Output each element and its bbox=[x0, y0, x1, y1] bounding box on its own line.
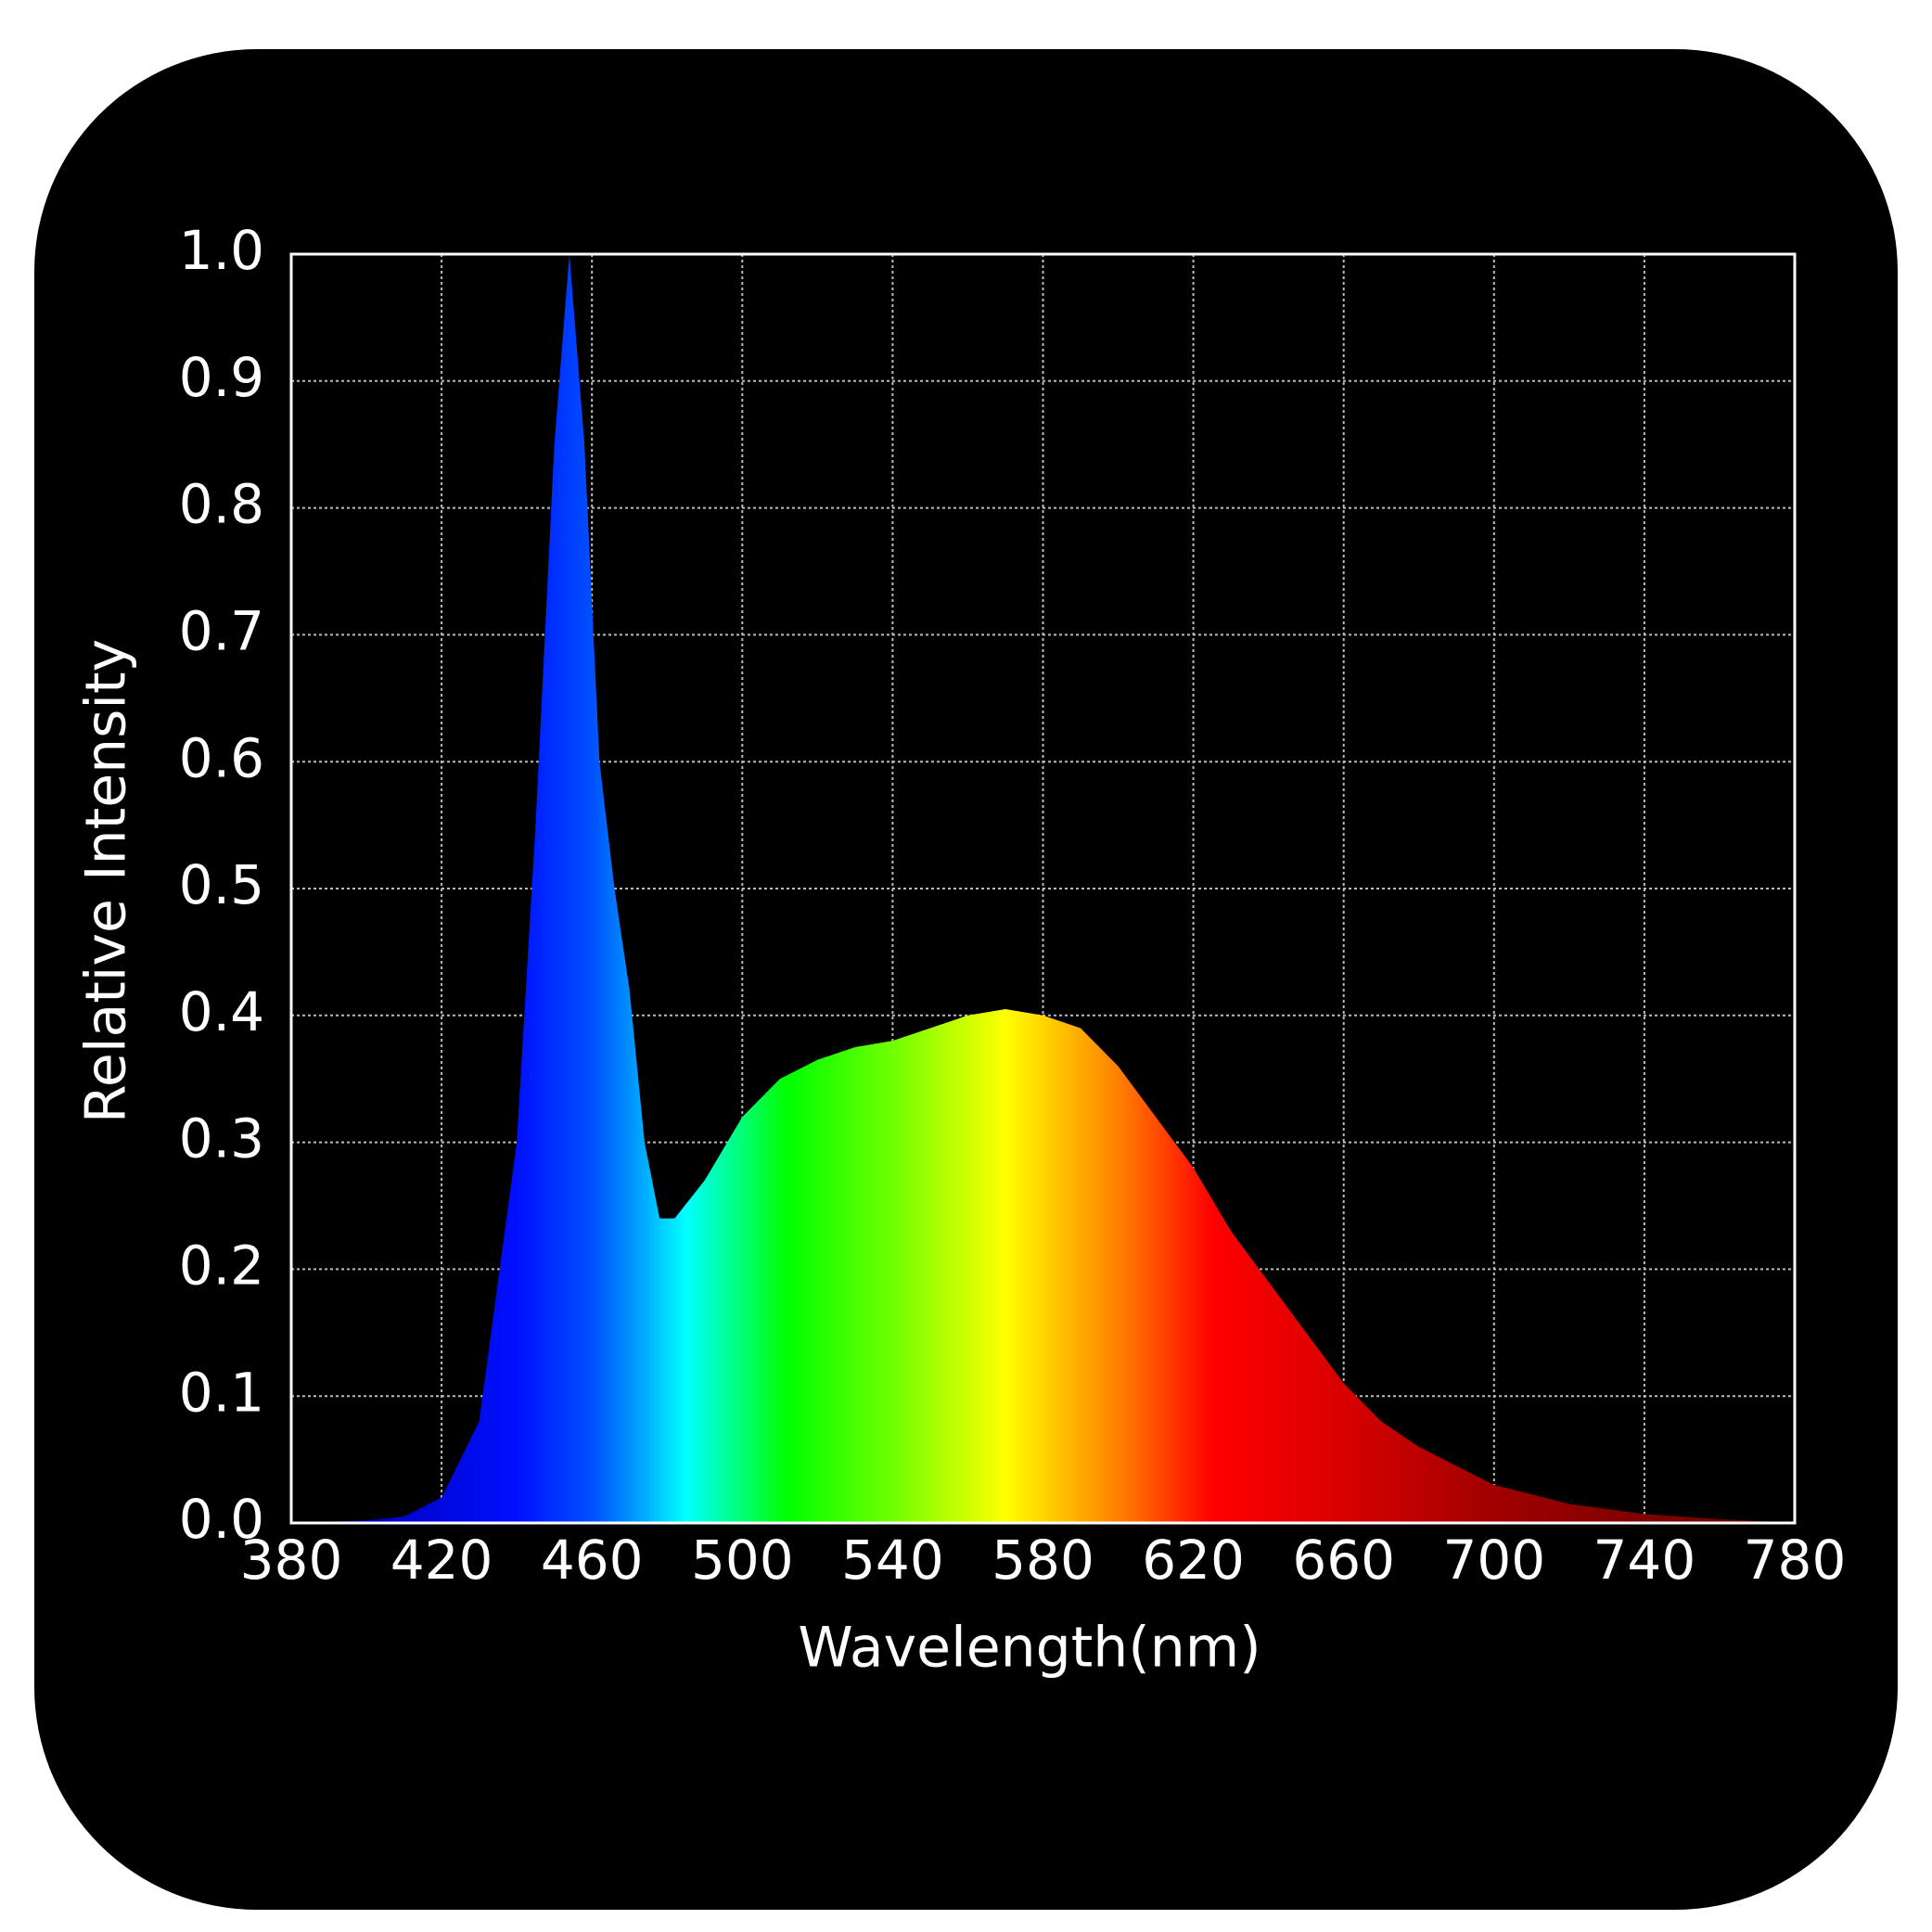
x-tick-label: 580 bbox=[992, 1529, 1094, 1592]
x-tick-label: 740 bbox=[1593, 1529, 1696, 1592]
y-tick-label: 0.2 bbox=[179, 1235, 264, 1298]
x-tick-label: 380 bbox=[240, 1529, 343, 1592]
y-axis-title: Relative Intensity bbox=[74, 639, 139, 1123]
y-tick-label: 0.3 bbox=[179, 1107, 264, 1171]
x-tick-label: 420 bbox=[390, 1529, 493, 1592]
x-tick-label: 460 bbox=[541, 1529, 644, 1592]
x-tick-label: 500 bbox=[691, 1529, 794, 1592]
y-tick-label: 0.5 bbox=[179, 853, 264, 916]
y-tick-label: 0.7 bbox=[179, 600, 264, 663]
y-tick-label: 0.1 bbox=[179, 1361, 264, 1424]
plot-frame bbox=[289, 252, 1797, 1525]
y-tick-label: 1.0 bbox=[179, 219, 264, 282]
x-tick-label: 780 bbox=[1744, 1529, 1847, 1592]
y-tick-label: 0.0 bbox=[179, 1488, 264, 1551]
spectrum-area bbox=[291, 254, 1795, 1523]
x-tick-label: 540 bbox=[841, 1529, 944, 1592]
x-tick-label: 660 bbox=[1292, 1529, 1395, 1592]
y-tick-label: 0.9 bbox=[179, 346, 264, 409]
y-tick-label: 0.8 bbox=[179, 473, 264, 536]
y-tick-label: 0.6 bbox=[179, 726, 264, 789]
x-tick-label: 700 bbox=[1442, 1529, 1545, 1592]
x-tick-label: 620 bbox=[1142, 1529, 1245, 1592]
y-tick-label: 0.4 bbox=[179, 980, 264, 1043]
x-axis-title: Wavelength(nm) bbox=[798, 1616, 1260, 1681]
